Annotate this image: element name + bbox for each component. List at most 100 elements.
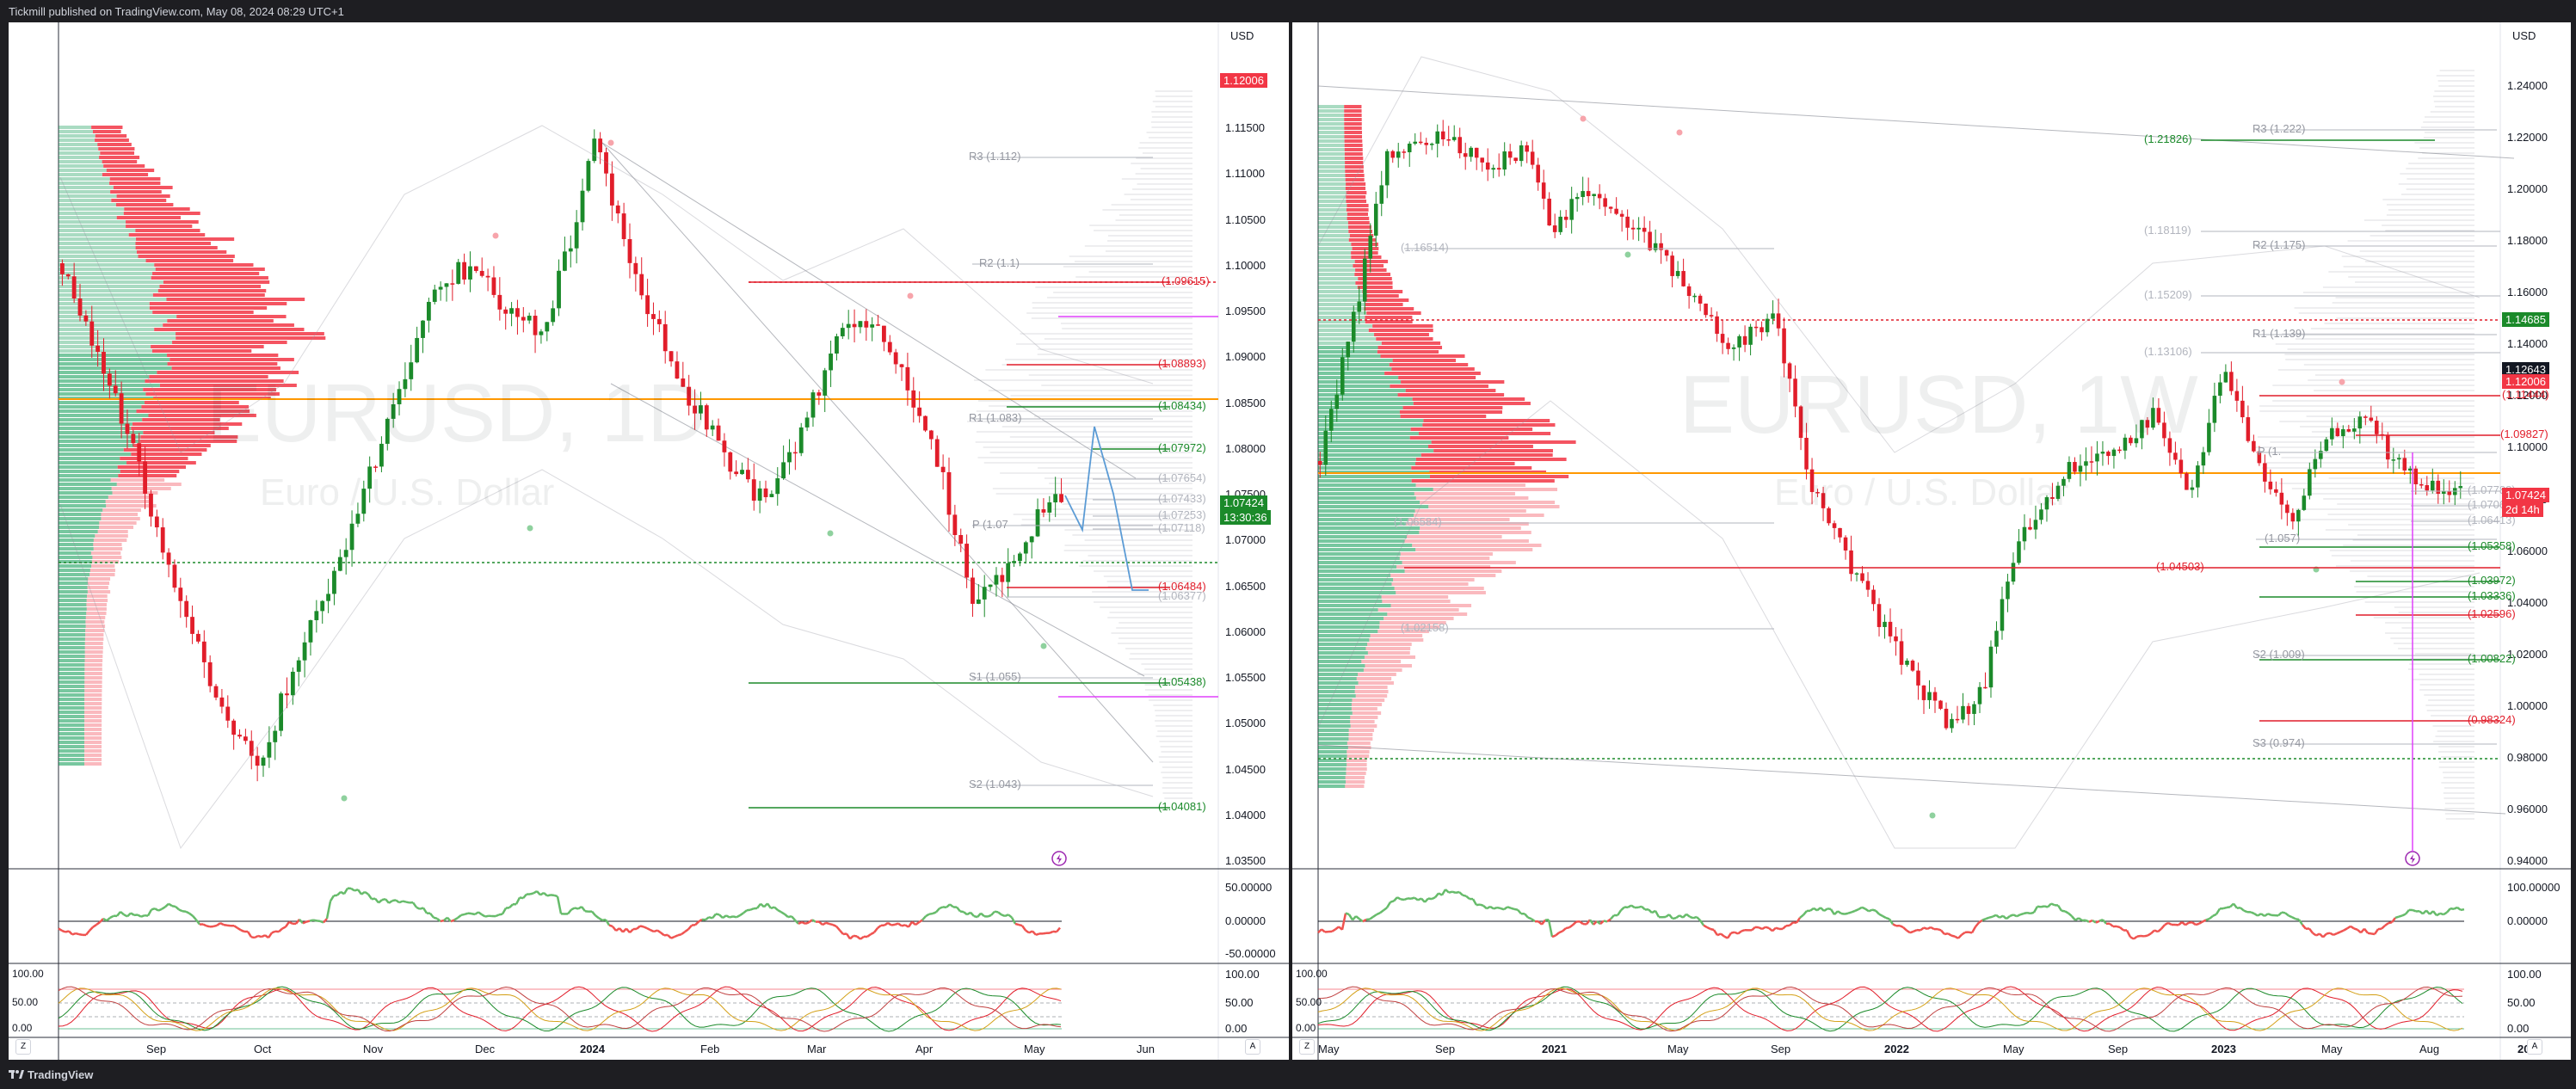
volume-profile-bar: [91, 560, 120, 563]
candle-body: [1821, 493, 1826, 508]
zoom-button[interactable]: Z: [15, 1039, 31, 1055]
currency-label: USD: [1230, 29, 1254, 42]
candle-body: [745, 470, 750, 480]
right-chart-canvas[interactable]: [1292, 22, 2571, 1060]
oscillator-line: [567, 908, 572, 915]
oscillator-line: [1882, 914, 1887, 920]
volume-profile-bar: [138, 255, 235, 258]
last-price-tag[interactable]: 1.07424: [1220, 495, 1267, 510]
volume-profile-bar: [1370, 634, 1423, 637]
oscillator-line: [182, 910, 187, 914]
sr-level-label: (1.04081): [1158, 800, 1206, 813]
price-axis-tick: 1.04500: [1225, 762, 1266, 776]
oscillator-axis-tick: 50.00: [1225, 996, 1254, 1009]
volume-profile-bar: [84, 680, 102, 684]
auto-scale-button[interactable]: A: [1245, 1039, 1260, 1055]
candle-body: [1451, 137, 1457, 140]
oscillator-line: [829, 922, 834, 926]
volume-profile-bar: [87, 586, 108, 589]
oscillator-line: [1716, 932, 1722, 937]
fractal-dot: [1580, 115, 1587, 122]
oscillator-line: [2154, 929, 2159, 933]
oscillator-line: [2394, 915, 2400, 920]
volume-profile-bar: [59, 405, 142, 409]
candle-body: [1362, 258, 1367, 302]
volume-profile-bar: [84, 650, 103, 654]
candle-body: [65, 274, 71, 277]
candle-body: [249, 741, 254, 756]
volume-profile-bar: [84, 741, 102, 744]
price-axis-tick: 0.98000: [2507, 750, 2548, 764]
tradingview-logo[interactable]: TradingView: [9, 1068, 93, 1081]
candle-body: [1804, 438, 1809, 470]
volume-profile-bar: [1380, 354, 1465, 358]
volume-profile-bar: [1318, 161, 1346, 164]
volume-profile-bar: [59, 220, 126, 224]
oscillator-line: [2456, 906, 2462, 911]
price-axis-tick: 1.10000: [2507, 440, 2548, 454]
left-chart-panel[interactable]: EURUSD, 1D Euro / U.S. Dollar USD 1.1200…: [9, 22, 1289, 1060]
oscillator-line: [2401, 913, 2407, 917]
oscillator-line: [1698, 920, 1705, 926]
oscillator-line: [395, 899, 400, 904]
volume-profile-bar: [1398, 376, 1476, 379]
trend-line: [601, 142, 1154, 763]
oscillator-line: [712, 913, 717, 920]
volume-profile-bar: [1345, 174, 1365, 177]
volume-profile-bar: [1352, 711, 1382, 715]
envelope-band: [1317, 400, 2480, 849]
volume-profile-bar: [59, 298, 167, 301]
candle-body: [2044, 497, 2049, 510]
left-chart-canvas[interactable]: [9, 22, 1289, 1060]
oscillator-line: [2195, 922, 2200, 926]
oscillator-line: [2233, 902, 2238, 909]
footer-bar: TradingView: [0, 1061, 2576, 1089]
volume-profile-bar: [85, 620, 105, 624]
candle-body: [113, 385, 118, 394]
volume-profile-bar: [1318, 643, 1368, 646]
fractal-dot: [1040, 643, 1047, 649]
envelope-band: [59, 469, 1154, 850]
zoom-button[interactable]: Z: [1299, 1039, 1315, 1055]
candle-body: [911, 390, 916, 408]
oscillator-line: [2339, 929, 2345, 933]
right-chart-panel[interactable]: EURUSD, 1W Euro / U.S. Dollar USD 1.2400…: [1292, 22, 2571, 1060]
oscillator-line: [1675, 914, 1680, 920]
oscillator-line: [935, 908, 940, 914]
pivot-label: R3 (1.222): [2252, 122, 2306, 135]
candle-body: [1059, 494, 1063, 502]
oscillator-line: [2205, 917, 2210, 921]
oscillator-line: [722, 914, 727, 920]
volume-profile-bar: [59, 401, 145, 404]
volume-profile-bar: [112, 491, 158, 495]
last-price-tag[interactable]: 1.07424: [2502, 488, 2549, 502]
oscillator-line: [925, 913, 930, 918]
volume-profile-bar: [1318, 698, 1353, 702]
oscillator-line: [240, 929, 245, 933]
volume-profile-bar: [1318, 428, 1411, 431]
oscillator-line: [808, 919, 813, 924]
oscillator-line: [2436, 912, 2441, 917]
volume-profile-bar: [1318, 148, 1345, 151]
candle-body: [757, 488, 762, 501]
candle-body: [804, 417, 810, 428]
candle-body: [1569, 199, 1574, 220]
candle-body: [462, 261, 467, 280]
auto-scale-button[interactable]: A: [2527, 1039, 2542, 1055]
candle-body: [337, 557, 342, 571]
price-axis-tick: 1.07000: [1225, 533, 1266, 547]
oscillator-line: [973, 914, 978, 919]
volume-profile-bar: [84, 668, 102, 671]
oscillator-line: [498, 913, 503, 916]
oscillator-line: [1954, 935, 1959, 939]
volume-profile-bar: [1352, 698, 1385, 702]
oscillator-line: [436, 917, 441, 923]
oscillator-line: [484, 914, 490, 918]
candle-body: [2397, 458, 2401, 460]
oscillator-line: [577, 906, 582, 910]
oscillator-line: [1471, 898, 1478, 906]
currency-label: USD: [2512, 29, 2536, 42]
oscillator-line: [92, 924, 97, 928]
volume-profile-bar: [84, 711, 102, 714]
volume-profile-bar: [84, 706, 102, 710]
